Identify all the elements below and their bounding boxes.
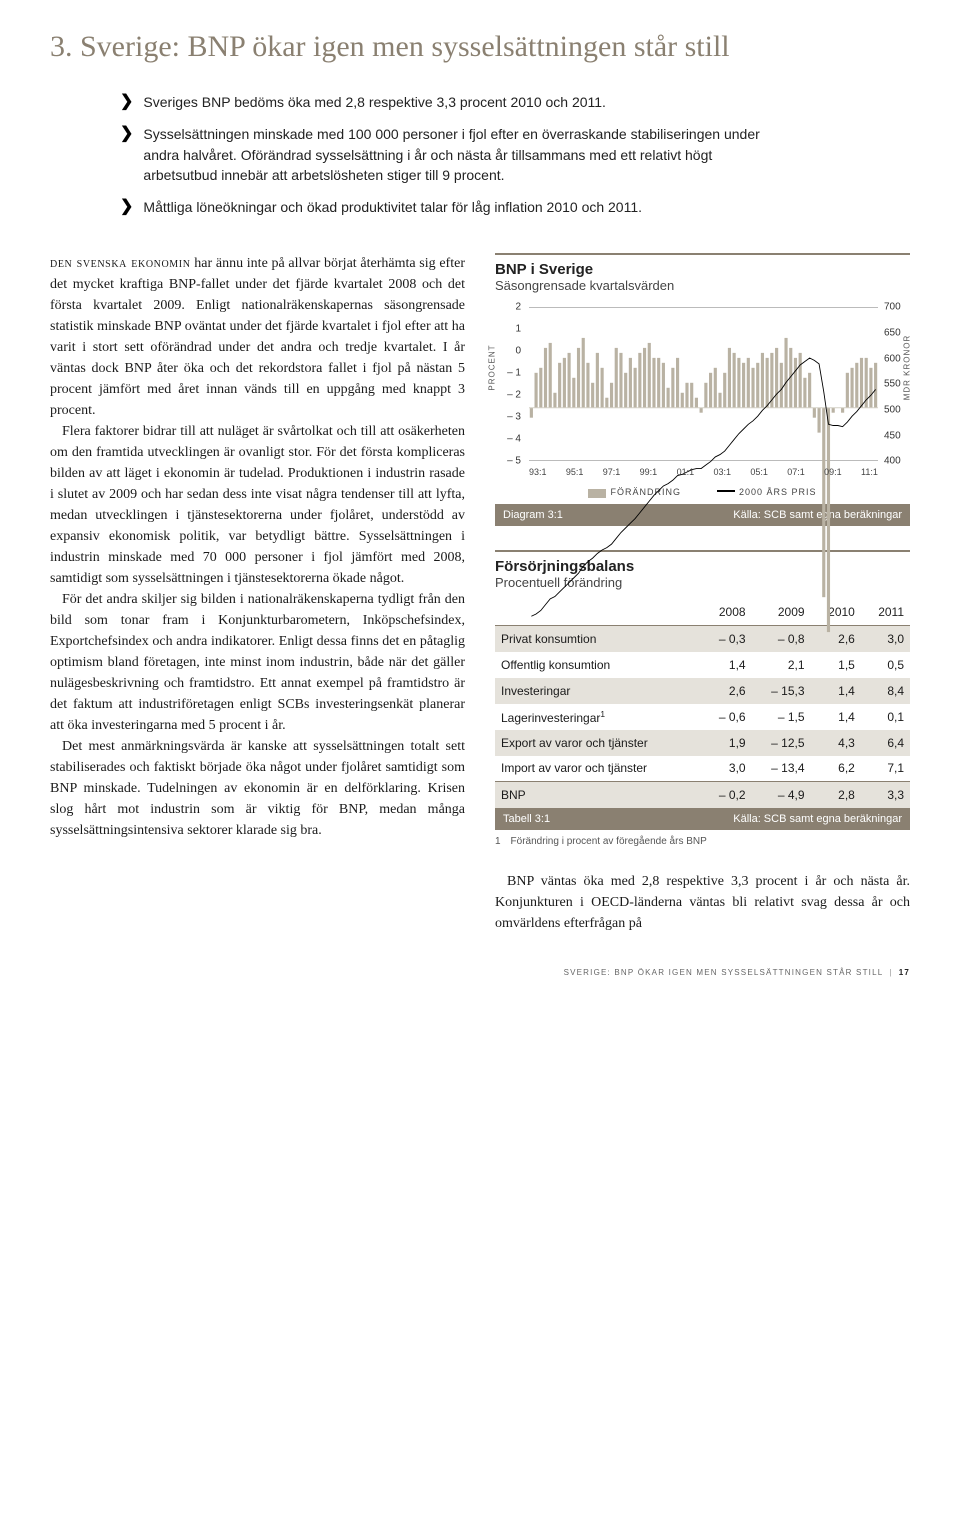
chevron-right-icon: ❯	[120, 197, 133, 217]
chart-title: BNP i Sverige	[495, 261, 910, 278]
bullet-item-1: ❯Sysselsättningen minskade med 100 000 p…	[120, 124, 760, 185]
table-row: Export av varor och tjänster1,9– 12,54,3…	[495, 730, 910, 756]
bullet-item-0: ❯Sveriges BNP bedöms öka med 2,8 respekt…	[120, 92, 760, 112]
page-footer: SVERIGE: BNP ÖKAR IGEN MEN SYSSELSÄTTNIN…	[50, 968, 910, 977]
chart-block: BNP i Sverige Säsongrensade kvartalsvärd…	[495, 253, 910, 525]
table-note: 1 Förändring i procent av föregående års…	[495, 836, 910, 847]
right-column: BNP i Sverige Säsongrensade kvartalsvärd…	[495, 253, 910, 933]
section-title: 3. Sverige: BNP ökar igen men sysselsätt…	[50, 30, 910, 64]
table-row: Lagerinvesteringar1– 0,6– 1,51,40,1	[495, 704, 910, 730]
bullet-item-2: ❯Måttliga löneökningar och ökad produkti…	[120, 197, 760, 217]
chart-area: PROCENT 210– 1– 2– 3– 4– 5 7006506005505…	[495, 303, 910, 483]
table-footer: Tabell 3:1 Källa: SCB samt egna beräknin…	[495, 808, 910, 830]
y-right-label: MDR KRONOR	[903, 335, 912, 401]
chevron-right-icon: ❯	[120, 124, 133, 185]
table-row: Investeringar2,6– 15,31,48,4	[495, 678, 910, 704]
table-row: Import av varor och tjänster3,0– 13,46,2…	[495, 756, 910, 782]
summary-bullets: ❯Sveriges BNP bedöms öka med 2,8 respekt…	[120, 92, 760, 217]
tail-paragraph: BNP väntas öka med 2,8 respektive 3,3 pr…	[495, 871, 910, 934]
chart-subtitle: Säsongrensade kvartalsvärden	[495, 278, 910, 293]
table-row: BNP– 0,2– 4,92,83,3	[495, 782, 910, 808]
chevron-right-icon: ❯	[120, 92, 133, 112]
left-column-text: den svenska ekonomin har ännu inte på al…	[50, 253, 465, 933]
